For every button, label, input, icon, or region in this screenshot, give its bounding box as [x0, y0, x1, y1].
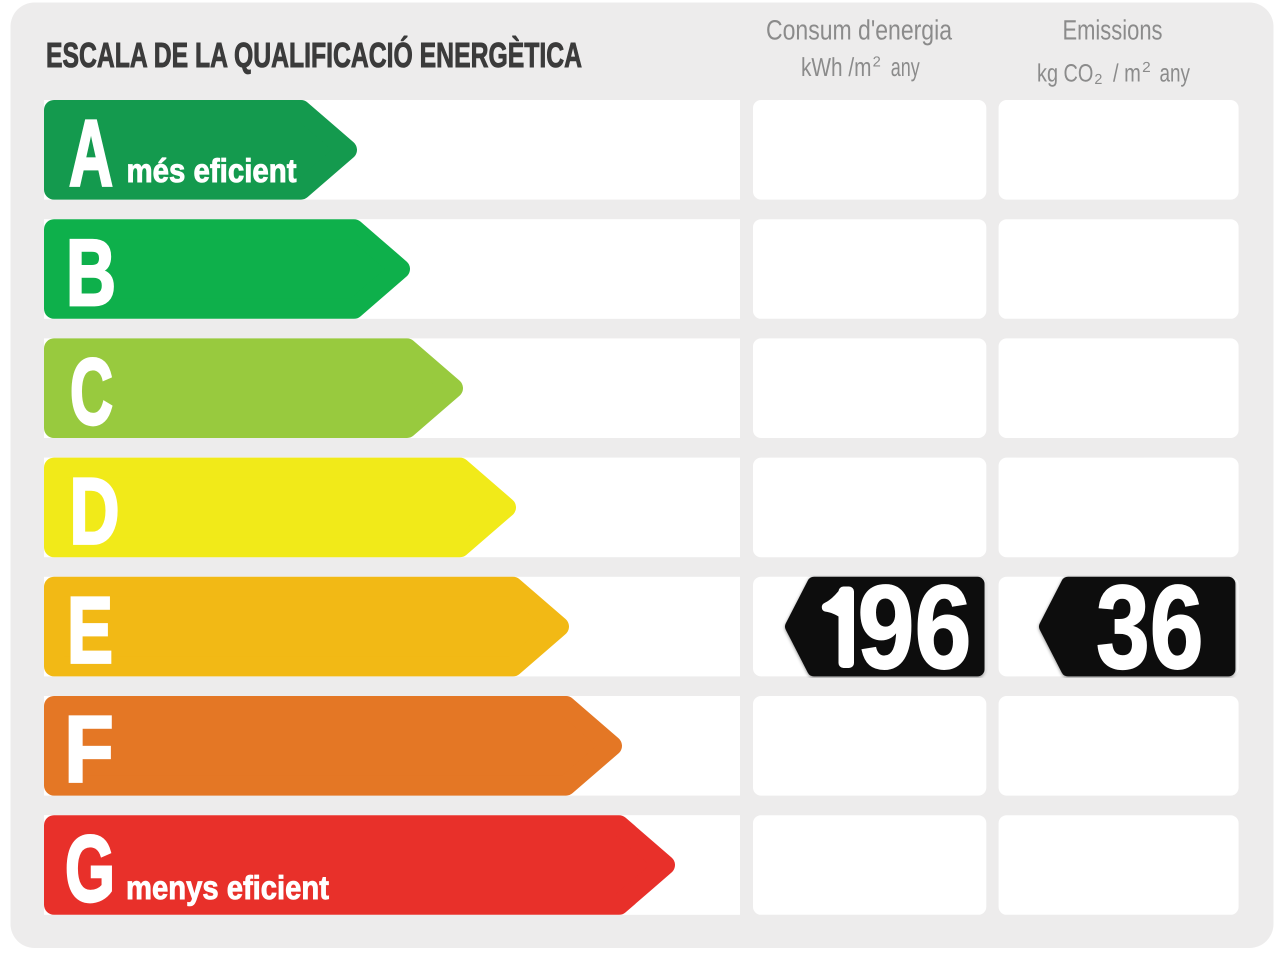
svg-text:2: 2 — [1142, 60, 1151, 76]
svg-text:2: 2 — [1094, 72, 1102, 88]
svg-text:G: G — [65, 816, 115, 921]
svg-text:C: C — [70, 339, 113, 444]
svg-text:Emissions: Emissions — [1063, 15, 1163, 46]
svg-text:kg CO: kg CO — [1037, 60, 1093, 88]
svg-text:kWh /m: kWh /m — [801, 52, 872, 82]
svg-text:any: any — [891, 52, 920, 82]
svg-text:més eficient: més eficient — [127, 152, 297, 189]
svg-text:96: 96 — [858, 561, 972, 694]
svg-text:B: B — [66, 220, 116, 325]
svg-text:menys eficient: menys eficient — [126, 869, 329, 906]
svg-text:D: D — [70, 458, 120, 563]
svg-text:Consum d'energia: Consum d'energia — [766, 15, 952, 46]
svg-text:E: E — [67, 578, 113, 683]
svg-text:any: any — [1160, 60, 1191, 88]
svg-text:36: 36 — [1096, 561, 1204, 694]
svg-text:A: A — [69, 101, 113, 206]
svg-text:2: 2 — [873, 55, 881, 71]
svg-text:F: F — [65, 697, 114, 802]
svg-text:/ m: / m — [1113, 60, 1141, 88]
svg-text:ESCALA DE LA QUALIFICACIÓ ENER: ESCALA DE LA QUALIFICACIÓ ENERGÈTICA — [46, 35, 582, 75]
